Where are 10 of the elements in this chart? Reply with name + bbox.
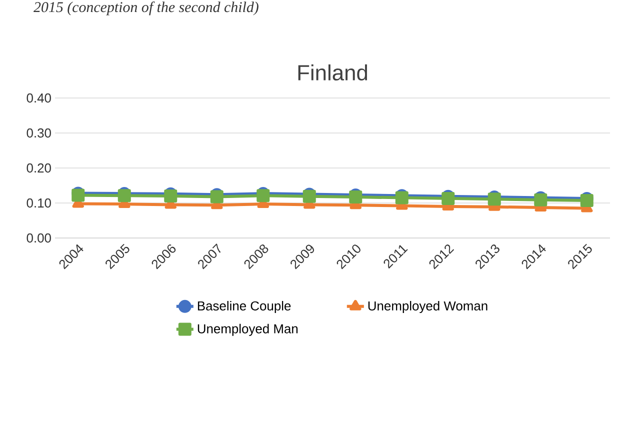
chart-title: Finland — [298, 64, 368, 81]
text: 2015 (conception of the second child) — [34, 2, 258, 16]
y-tick-label: 0.00 — [26, 233, 51, 243]
y-tick-label: 0.30 — [26, 128, 51, 138]
y-tick-label: 0.10 — [26, 198, 51, 208]
y-tick-label: 0.40 — [26, 93, 51, 103]
legend-label: Unemployed Man — [198, 324, 298, 336]
y-tick-label: 0.20 — [26, 163, 51, 173]
legend-label: Unemployed Woman — [368, 300, 488, 314]
legend-label: Baseline Couple — [198, 300, 291, 314]
